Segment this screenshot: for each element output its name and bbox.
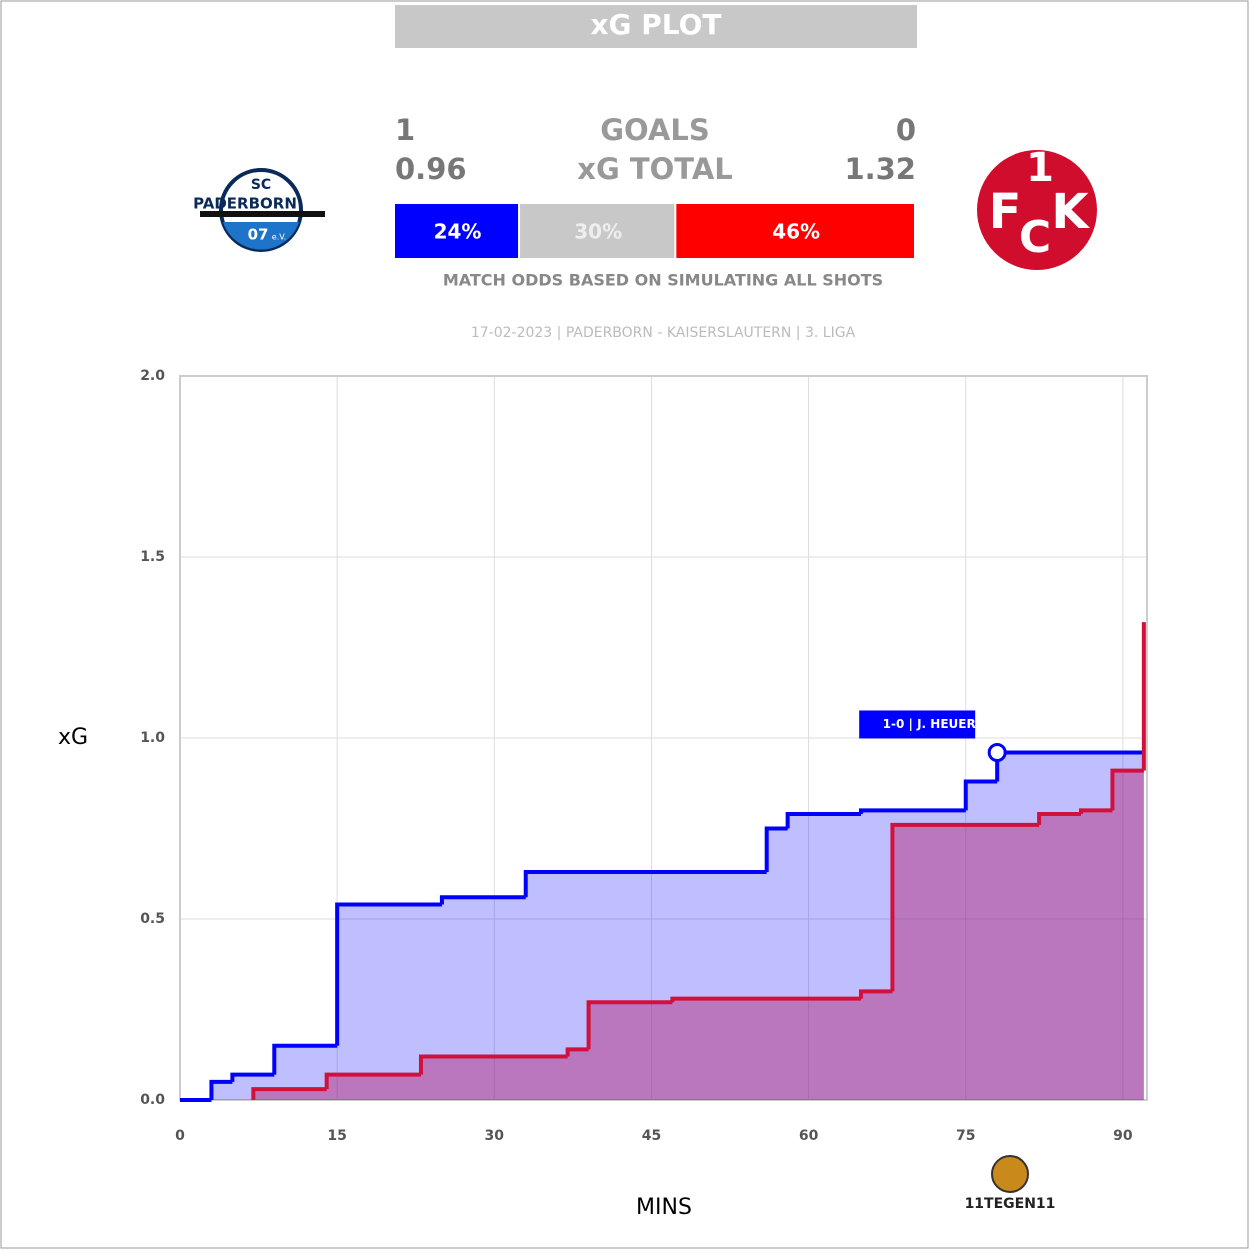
odds-bar: 24% 30% 46% bbox=[395, 204, 914, 258]
step-line bbox=[890, 822, 1040, 992]
y-tick-label: 1.0 bbox=[140, 730, 165, 746]
odds-note: MATCH ODDS BASED ON SIMULATING ALL SHOTS bbox=[443, 271, 883, 290]
plot: 0.0 0.5 1.0 1.5 2.0 0 15 30 45 60 75 90 1-0 | J. HEU… bbox=[140, 368, 1148, 1144]
logo-text: C bbox=[1019, 212, 1051, 263]
title: xG PLOT bbox=[590, 8, 721, 41]
odds-segment bbox=[395, 204, 519, 258]
away-goals: 0 bbox=[896, 113, 916, 147]
annotation-text: 1-0 | J. HEUER bbox=[883, 717, 976, 731]
area bbox=[180, 752, 1144, 1100]
logo-text: 07 bbox=[248, 226, 269, 244]
y-tick-label: 2.0 bbox=[140, 368, 165, 384]
odds-label: 24% bbox=[434, 220, 482, 244]
step-line bbox=[251, 1087, 327, 1100]
logo-stripe bbox=[200, 211, 325, 217]
step-line bbox=[272, 1043, 338, 1075]
x-tick-label: 15 bbox=[327, 1128, 346, 1144]
y-tick-label: 0.0 bbox=[140, 1092, 165, 1108]
x-tick-label: 45 bbox=[642, 1128, 661, 1144]
logo-text: K bbox=[1051, 184, 1090, 240]
odds-label: 30% bbox=[574, 220, 622, 244]
away-logo: 1 F C K bbox=[977, 145, 1097, 270]
odds-segment bbox=[676, 204, 914, 258]
x-tick-label: 0 bbox=[175, 1128, 185, 1144]
step-line bbox=[1079, 808, 1113, 815]
logo-fill bbox=[223, 222, 299, 250]
odds-segment bbox=[520, 204, 675, 258]
home-logo: SC PADERBORN 07 e.V. bbox=[193, 168, 325, 252]
step-line bbox=[1110, 768, 1144, 811]
x-tick-label: 60 bbox=[799, 1128, 819, 1144]
step-line bbox=[324, 1072, 421, 1090]
y-tick-label: 1.5 bbox=[140, 549, 165, 565]
watermark-badge bbox=[991, 1155, 1029, 1193]
step-line bbox=[785, 812, 861, 829]
step-line bbox=[670, 996, 861, 1003]
match-info: 17-02-2023 | PADERBORN - KAISERSLAUTERN … bbox=[471, 325, 856, 341]
step-line bbox=[565, 1047, 589, 1057]
logo-disc bbox=[977, 150, 1097, 270]
xg-label: xG TOTAL bbox=[577, 152, 733, 186]
title-bar bbox=[395, 5, 917, 48]
x-tick-label: 30 bbox=[485, 1128, 505, 1144]
step-line bbox=[1037, 812, 1081, 825]
x-tick-label: 90 bbox=[1113, 1128, 1133, 1144]
step-line bbox=[586, 1000, 673, 1050]
step-line bbox=[418, 1054, 568, 1075]
annotation-box bbox=[859, 710, 976, 739]
step-line bbox=[858, 808, 966, 815]
step-line bbox=[764, 826, 788, 872]
home-xg: 0.96 bbox=[395, 152, 467, 186]
step-line bbox=[523, 869, 767, 898]
x-tick-label: 75 bbox=[956, 1128, 975, 1144]
logo-text: e.V. bbox=[272, 233, 286, 242]
away-xg: 1.32 bbox=[844, 152, 916, 186]
x-axis-label: MINS bbox=[636, 1195, 692, 1220]
step-line bbox=[209, 1079, 233, 1100]
logo-text: 1 bbox=[1026, 145, 1054, 191]
watermark-text: 11TEGEN11 bbox=[965, 1196, 1056, 1212]
logo-text: SC bbox=[251, 177, 271, 193]
logo-text: PADERBORN bbox=[193, 195, 297, 213]
goals-label: GOALS bbox=[600, 113, 710, 147]
y-tick-label: 0.5 bbox=[140, 911, 165, 927]
goal-marker bbox=[987, 742, 1007, 762]
step-line bbox=[335, 902, 442, 1046]
logo-text: F bbox=[989, 184, 1022, 240]
area bbox=[253, 622, 1144, 1100]
step-line bbox=[858, 989, 893, 999]
odds-label: 46% bbox=[772, 220, 820, 244]
y-axis-label: xG bbox=[58, 725, 88, 750]
step-line bbox=[230, 1072, 275, 1082]
home-goals: 1 bbox=[395, 113, 415, 147]
step-line bbox=[439, 895, 526, 905]
step-line bbox=[963, 779, 998, 811]
plot-border bbox=[179, 375, 1148, 1101]
watermark: 11TEGEN11 bbox=[965, 1155, 1056, 1212]
